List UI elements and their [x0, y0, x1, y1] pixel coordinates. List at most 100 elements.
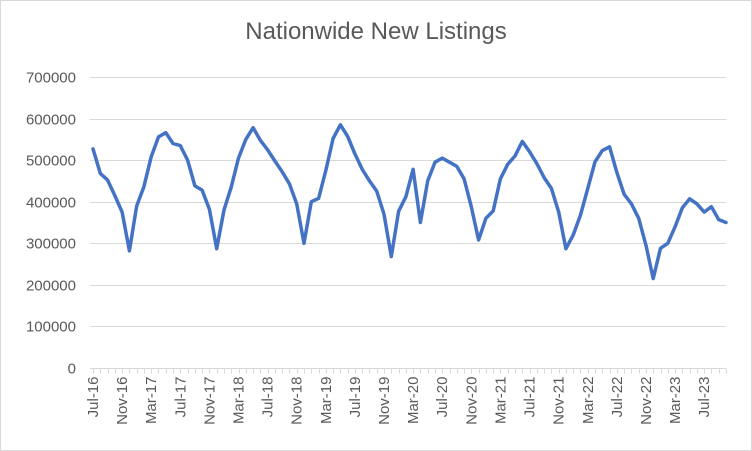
data-point — [477, 239, 480, 241]
data-point — [135, 205, 138, 207]
data-point — [281, 171, 284, 173]
data-point — [325, 169, 327, 172]
data-point — [557, 211, 560, 213]
data-point — [601, 149, 604, 152]
data-point — [681, 207, 684, 209]
x-tick-label: Jul-19 — [347, 377, 364, 418]
data-point — [456, 165, 458, 168]
data-point — [99, 172, 102, 175]
y-tick-label: 0 — [68, 361, 76, 378]
data-point — [201, 189, 203, 191]
data-point — [543, 176, 545, 179]
data-point — [288, 183, 291, 185]
data-point — [259, 139, 262, 141]
data-point — [528, 151, 531, 153]
data-point — [165, 131, 167, 134]
data-point — [426, 180, 429, 182]
series-line — [91, 123, 728, 281]
data-point — [266, 149, 269, 151]
x-tick-label: Nov-18 — [289, 377, 306, 425]
x-tick-label: Nov-16 — [114, 377, 131, 425]
data-point — [179, 144, 182, 147]
data-point — [652, 277, 654, 280]
data-point — [245, 138, 247, 141]
data-point — [412, 168, 414, 171]
data-point — [194, 185, 196, 187]
data-point — [121, 211, 123, 213]
data-point — [499, 178, 502, 180]
y-tick-label: 200000 — [26, 278, 76, 295]
data-point — [376, 190, 378, 193]
data-point — [717, 218, 720, 221]
data-point — [208, 208, 211, 210]
data-point — [339, 124, 342, 126]
x-tick-label: Jul-17 — [172, 377, 189, 418]
chart-title: Nationwide New Listings — [245, 18, 507, 45]
data-point — [637, 217, 640, 220]
x-axis-ticks: Jul-16 Nov-16 Mar-17 Jul-17 Nov-17 Mar-18 Jul-… — [85, 376, 713, 424]
x-tick-label: Jul-20 — [434, 377, 451, 418]
data-point — [521, 140, 524, 143]
data-point — [608, 146, 611, 148]
data-point — [470, 205, 473, 208]
data-point — [434, 161, 436, 163]
data-point — [688, 198, 691, 200]
x-tick-label: Nov-19 — [376, 377, 393, 425]
y-tick-label: 700000 — [26, 70, 76, 87]
x-tick-label: Mar-22 — [580, 377, 597, 425]
x-tick-label: Nov-22 — [638, 377, 655, 425]
data-point — [157, 136, 160, 138]
data-point — [237, 157, 240, 159]
x-tick-label: Nov-17 — [201, 377, 218, 425]
data-point — [703, 211, 705, 213]
data-point — [659, 247, 662, 250]
data-point — [186, 159, 189, 161]
data-point — [630, 203, 633, 205]
y-tick-label: 400000 — [26, 195, 76, 212]
data-point — [448, 161, 451, 163]
data-point — [274, 160, 276, 162]
data-point — [354, 153, 356, 155]
data-point — [230, 186, 232, 188]
data-point — [506, 163, 509, 166]
data-point — [106, 179, 109, 181]
data-point — [361, 168, 364, 171]
x-tick-label: Nov-21 — [551, 377, 568, 425]
data-point — [215, 247, 218, 250]
x-tick-label: Mar-20 — [405, 377, 422, 425]
data-point — [623, 193, 625, 195]
x-tick-label: Mar-21 — [492, 376, 509, 424]
x-tick-label: Mar-19 — [318, 377, 335, 425]
data-point — [485, 217, 487, 220]
y-axis-ticks: 0 100000 200000 300000 400000 500000 600000 700… — [26, 70, 76, 378]
y-tick-label: 100000 — [26, 319, 76, 336]
x-tick-label: Jul-23 — [696, 377, 713, 418]
x-tick-label: Jul-16 — [85, 377, 102, 418]
data-point — [419, 221, 422, 224]
data-point — [92, 148, 94, 150]
data-point — [696, 203, 698, 205]
data-point — [405, 195, 407, 198]
data-point — [150, 156, 152, 158]
data-point — [172, 142, 174, 145]
data-point — [674, 225, 676, 228]
y-tick-label: 500000 — [26, 153, 76, 170]
data-point — [441, 157, 444, 159]
data-point — [390, 255, 393, 258]
x-tick-label: Jul-22 — [609, 377, 626, 418]
data-point — [383, 213, 385, 215]
data-point — [710, 205, 713, 208]
data-point — [368, 180, 371, 182]
data-point — [565, 247, 567, 250]
data-point — [397, 210, 400, 213]
data-point — [332, 137, 334, 140]
data-point — [317, 197, 320, 200]
data-point — [579, 214, 582, 216]
data-point — [310, 200, 313, 203]
data-point — [725, 221, 727, 224]
data-point — [114, 194, 116, 197]
data-point — [667, 242, 669, 245]
data-point — [616, 171, 618, 174]
data-point — [295, 203, 298, 205]
